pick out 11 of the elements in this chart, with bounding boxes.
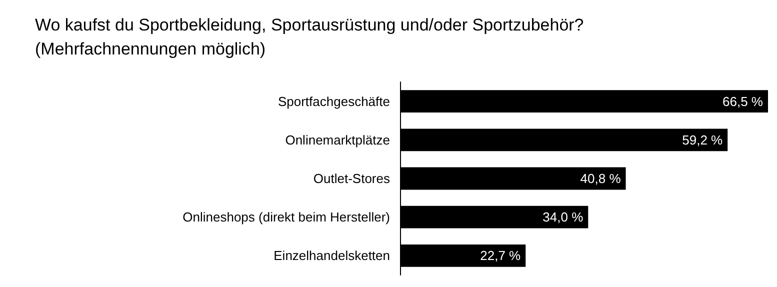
data-label: 34,0 %	[542, 210, 584, 225]
y-tick-label: Outlet-Stores	[313, 171, 390, 186]
y-tick-label: Onlinemarktplätze	[285, 132, 390, 148]
data-label: 59,2 %	[682, 132, 724, 148]
data-label: 66,5 %	[722, 94, 764, 109]
data-label: 22,7 %	[480, 248, 522, 264]
data-label: 40,8 %	[580, 171, 622, 186]
y-tick-label: Einzelhandelsketten	[274, 248, 390, 264]
y-tick-label: Onlineshops (direkt beim Hersteller)	[182, 210, 390, 225]
y-tick-label: Sportfachgeschäfte	[278, 94, 390, 109]
chart-title: Wo kaufst du Sportbekleidung, Sportausrüstung und/oder Sportzubehör? (Mehrfachnennungen möglich)	[35, 16, 584, 58]
